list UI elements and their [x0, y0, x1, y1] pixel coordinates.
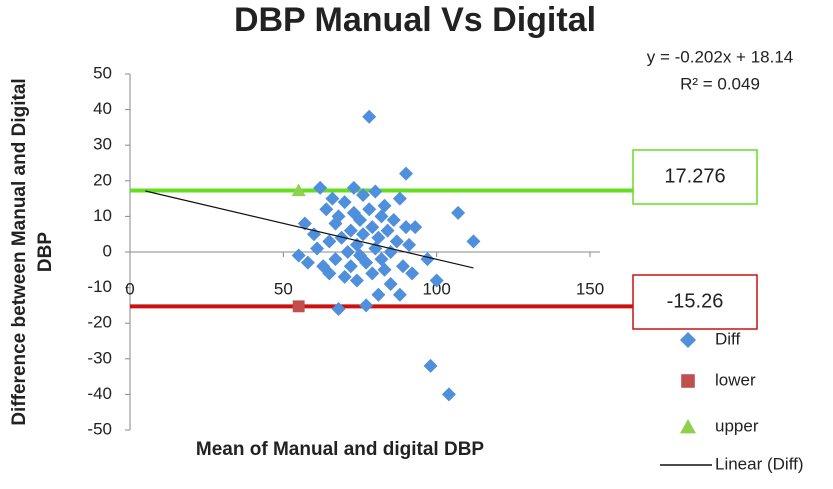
y-axis-label: Difference between Manual and Digital	[9, 78, 30, 425]
point	[377, 262, 392, 277]
trend-r2: R² = 0.049	[680, 74, 760, 93]
legend-label: lower	[715, 370, 756, 389]
point	[386, 212, 401, 227]
legend-marker	[681, 374, 695, 388]
limit-box	[632, 274, 758, 330]
x-tick-label: 100	[422, 279, 450, 298]
point	[451, 205, 466, 220]
y-tick-label: 30	[93, 135, 112, 154]
point	[346, 180, 361, 195]
chart-title: DBP Manual Vs Digital	[234, 1, 596, 39]
legend-marker	[680, 419, 696, 434]
point	[310, 241, 325, 256]
point	[319, 202, 334, 217]
point	[307, 227, 321, 242]
point	[383, 277, 398, 292]
point	[291, 183, 306, 197]
point	[374, 209, 389, 224]
point	[331, 301, 346, 316]
legend-label: Linear (Diff)	[715, 454, 804, 473]
point	[392, 191, 407, 206]
point	[399, 166, 413, 181]
point	[402, 237, 417, 252]
point	[325, 191, 340, 206]
limit-box	[632, 149, 758, 205]
point	[365, 220, 380, 235]
point	[337, 195, 352, 210]
point	[377, 198, 392, 213]
point	[331, 209, 346, 224]
point	[292, 300, 305, 313]
y-tick-label: -20	[87, 313, 112, 332]
point	[349, 273, 364, 288]
point	[291, 248, 306, 263]
y-tick-label: -50	[87, 419, 112, 438]
trend-equation: y = -0.202x + 18.14	[647, 47, 794, 66]
point	[365, 266, 380, 281]
point	[313, 180, 328, 195]
point	[429, 273, 444, 288]
point	[353, 212, 367, 227]
x-tick-label: 0	[125, 279, 134, 298]
point	[368, 241, 383, 256]
point	[362, 202, 377, 217]
y-tick-label: 40	[93, 99, 112, 118]
point	[359, 298, 374, 313]
point	[371, 287, 386, 302]
point	[389, 234, 404, 249]
point	[334, 230, 349, 245]
legend-label: upper	[715, 416, 759, 435]
point	[340, 245, 355, 259]
point	[405, 266, 420, 281]
y-tick-label: 20	[93, 170, 112, 189]
point	[368, 184, 383, 199]
trendline	[145, 190, 474, 269]
point	[408, 220, 423, 235]
x-axis-label: Mean of Manual and digital DBP	[196, 439, 485, 460]
point	[356, 227, 371, 242]
limit-label: -15.26	[667, 290, 724, 312]
point	[328, 252, 343, 267]
point	[374, 252, 389, 267]
legend-label: Diff	[715, 329, 740, 348]
point	[359, 255, 374, 270]
y-tick-label: -10	[87, 277, 112, 296]
point	[343, 259, 358, 274]
y-axis-label: DBP	[35, 232, 56, 272]
legend-marker	[680, 332, 696, 348]
y-tick-label: 0	[103, 241, 112, 260]
x-tick-label: 150	[576, 279, 604, 298]
point	[399, 220, 413, 235]
point	[420, 252, 435, 267]
y-tick-label: 50	[93, 63, 112, 82]
point	[466, 234, 481, 249]
limit-label: 17.276	[664, 165, 725, 187]
point	[441, 387, 456, 402]
point	[356, 188, 371, 203]
x-tick-label: 50	[274, 279, 293, 298]
point	[300, 255, 315, 270]
y-tick-label: -40	[87, 384, 112, 403]
point	[343, 223, 358, 238]
point	[371, 230, 386, 245]
point	[322, 266, 337, 281]
point	[337, 269, 352, 284]
point	[380, 223, 395, 238]
point	[392, 287, 407, 302]
point	[362, 109, 377, 124]
point	[322, 234, 337, 249]
y-tick-label: -30	[87, 348, 112, 367]
y-tick-label: 10	[93, 206, 112, 225]
point	[383, 245, 398, 259]
point	[395, 259, 410, 274]
point	[423, 358, 438, 373]
